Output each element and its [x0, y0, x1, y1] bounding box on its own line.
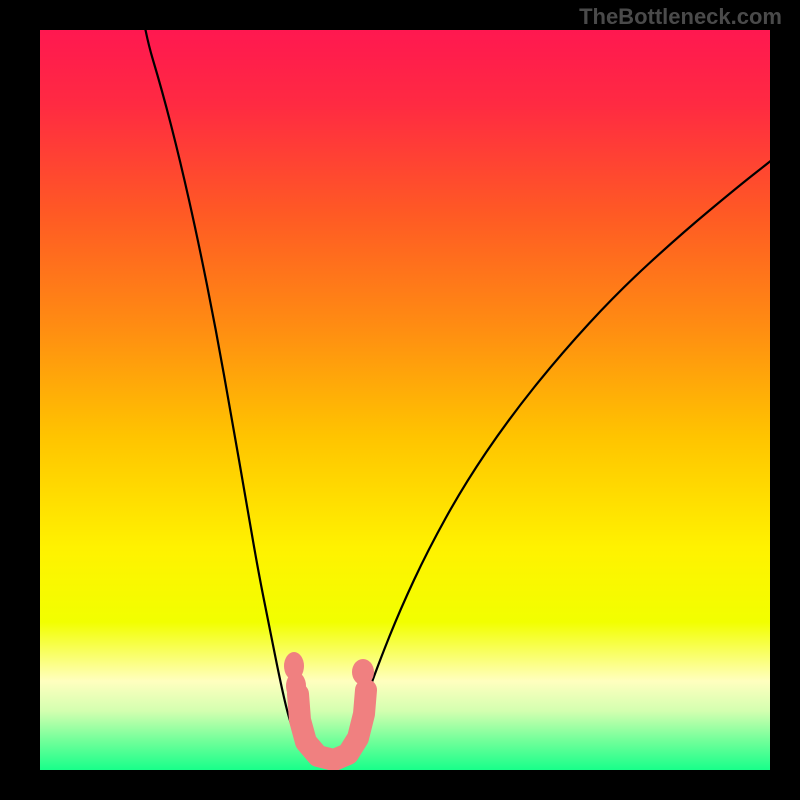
marker-blob-2	[352, 659, 374, 685]
chart-svg	[40, 30, 770, 770]
watermark-text: TheBottleneck.com	[579, 4, 782, 30]
marker-blob-1	[286, 672, 306, 700]
chart-plot-area	[40, 30, 770, 770]
gradient-background	[40, 30, 770, 770]
